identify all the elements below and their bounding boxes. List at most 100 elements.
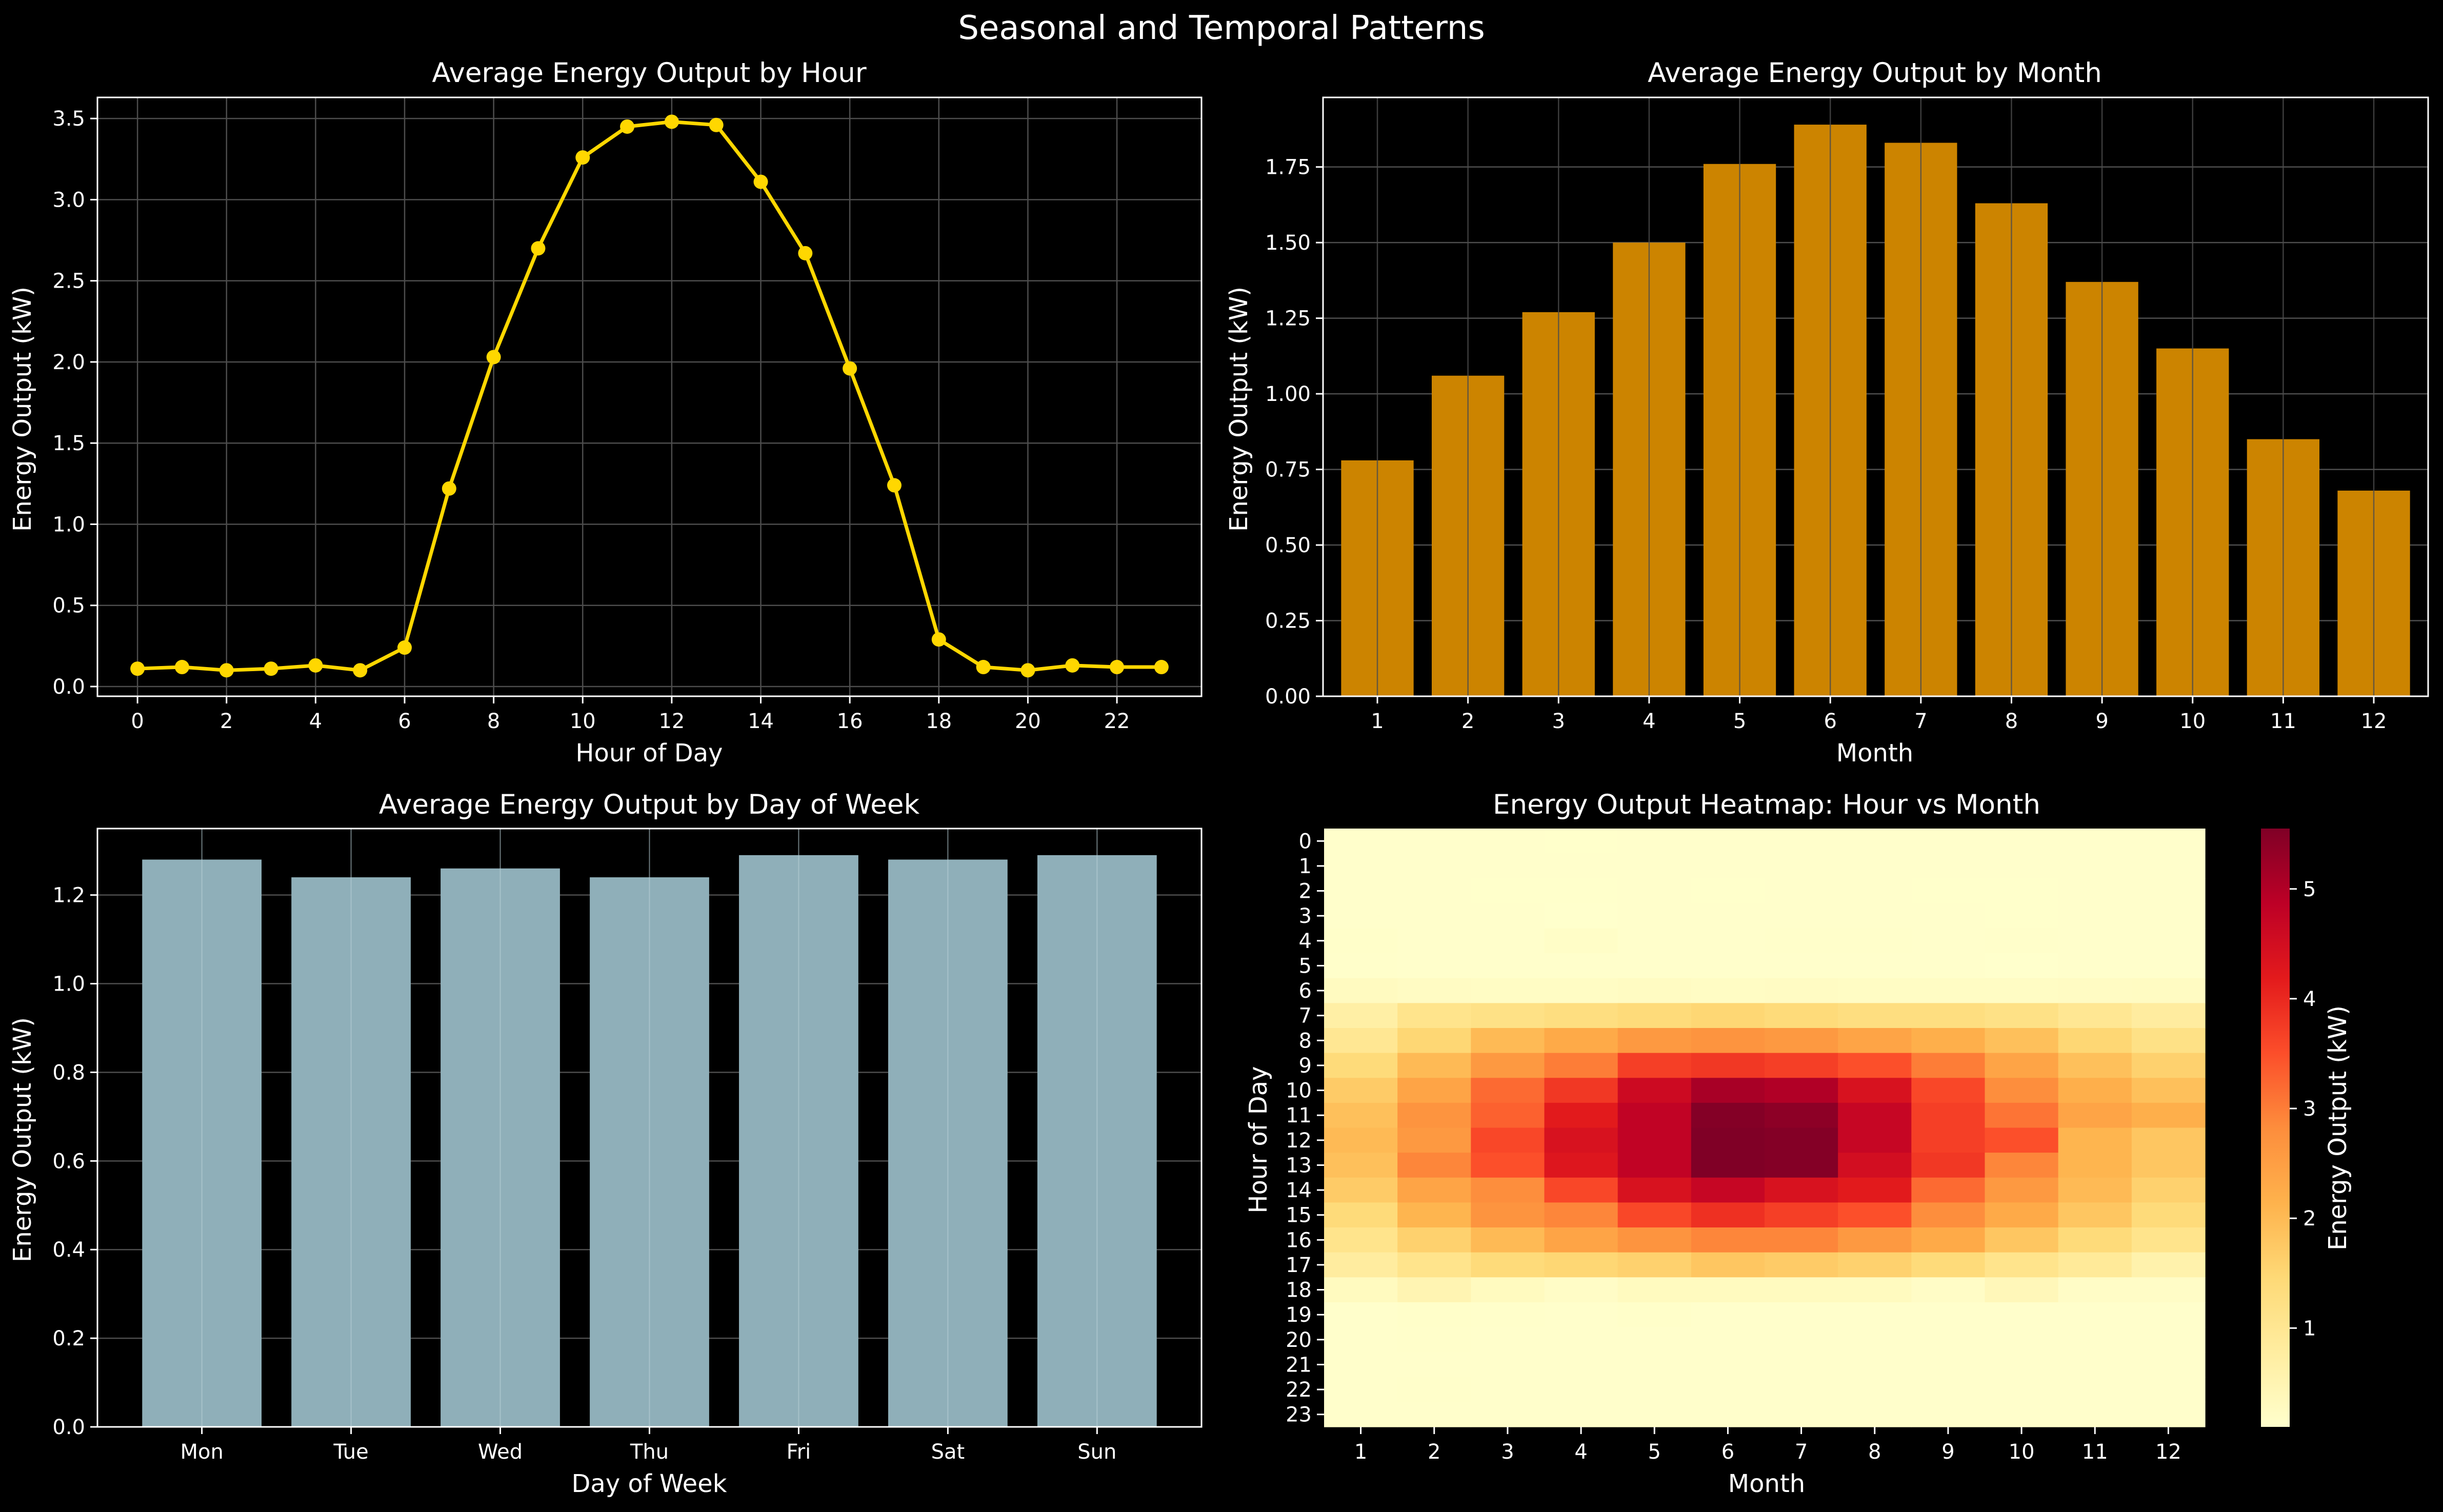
heatmap-cell: [1324, 878, 1398, 904]
heatmap-cell: [1544, 878, 1618, 904]
heatmap-cell: [1838, 978, 1912, 1003]
heatmap-cell: [2131, 928, 2206, 954]
weekday-tick-label-y: 0.6: [52, 1150, 85, 1173]
heatmap-cell: [1324, 1028, 1398, 1054]
heatmap-cell: [1544, 953, 1618, 979]
heatmap-cell: [1324, 1402, 1398, 1427]
heatmap-tick-label-x: 12: [2155, 1440, 2181, 1464]
heatmap-cell: [1471, 1177, 1545, 1203]
heatmap-cell: [1324, 1227, 1398, 1253]
heatmap-cell: [2131, 878, 2206, 904]
heatmap-cell: [1911, 978, 1986, 1003]
heatmap-cell: [1324, 1078, 1398, 1103]
heatmap-cell: [1691, 978, 1765, 1003]
heatmap-cell: [2131, 1153, 2206, 1178]
heatmap-cell: [1397, 1352, 1471, 1378]
heatmap-cell: [1397, 953, 1471, 979]
heatmap-cell: [1617, 928, 1692, 954]
heatmap-cell: [2131, 1078, 2206, 1103]
heatmap-cell: [2131, 853, 2206, 879]
weekday-chart-title: Average Energy Output by Day of Week: [379, 789, 920, 820]
heatmap-cell: [1471, 978, 1545, 1003]
hourly-data-point: [709, 117, 724, 132]
hourly-data-point: [753, 174, 768, 189]
weekday-bar-chart: Average Energy Output by Day of Week Day…: [8, 789, 1203, 1498]
heatmap-cell: [1985, 1127, 2059, 1153]
heatmap-cell: [1324, 1277, 1398, 1303]
heatmap-cell: [2058, 1003, 2132, 1029]
heatmap-cell: [1324, 1102, 1398, 1128]
heatmap-cell: [1544, 1177, 1618, 1203]
monthly-tick-label-y: 0.75: [1265, 458, 1311, 482]
heatmap-cell: [1617, 1227, 1692, 1253]
heatmap-tick-label-y: 13: [1286, 1154, 1312, 1177]
heatmap-cell: [1985, 1053, 2059, 1078]
heatmap-tick-label-y: 23: [1286, 1403, 1312, 1427]
hourly-tick-label-y: 1.0: [52, 513, 85, 536]
heatmap-cell: [1911, 1327, 1986, 1353]
heatmap-cell: [1471, 1252, 1545, 1278]
heatmap-cell: [1397, 928, 1471, 954]
heatmap-cell: [1985, 1202, 2059, 1228]
heatmap-cell: [2058, 853, 2132, 879]
colorbar-tick-label: 1: [2303, 1317, 2316, 1340]
hourly-chart-ylabel: Energy Output (kW): [8, 287, 37, 532]
weekday-tick-label-x: Mon: [180, 1440, 223, 1464]
heatmap-cell: [1617, 1377, 1692, 1402]
heatmap-tick-label-y: 12: [1286, 1129, 1312, 1153]
heatmap-tick-label-y: 2: [1299, 880, 1312, 903]
heatmap-cell: [1397, 978, 1471, 1003]
heatmap-cell: [1544, 1302, 1618, 1328]
heatmap-cell: [2058, 978, 2132, 1003]
heatmap-cell: [1765, 1177, 1838, 1203]
heatmap-cell: [1765, 1003, 1838, 1029]
heatmap-cell: [1324, 1202, 1398, 1228]
heatmap-cell: [1691, 1153, 1765, 1178]
heatmap-cell: [1617, 1352, 1692, 1378]
heatmap-cell: [1544, 829, 1618, 854]
heatmap-tick-label-y: 6: [1299, 979, 1312, 1003]
monthly-tick-label-y: 1.50: [1265, 231, 1311, 255]
hourly-tick-label-y: 2.5: [52, 270, 85, 293]
heatmap-cell: [1471, 1327, 1545, 1353]
heatmap-cell: [1765, 1127, 1838, 1153]
heatmap-cell: [1471, 1003, 1545, 1029]
monthly-chart-xlabel: Month: [1836, 739, 1913, 768]
heatmap-tick-label-y: 9: [1299, 1054, 1312, 1078]
hourly-data-point: [575, 150, 590, 165]
heatmap-cell: [1691, 1127, 1765, 1153]
monthly-tick-label-x: 10: [2179, 710, 2206, 733]
heatmap-cell: [1911, 1352, 1986, 1378]
heatmap-cell: [1324, 1327, 1398, 1353]
heatmap-tick-label-x: 9: [1941, 1440, 1954, 1464]
hourly-tick-label-x: 16: [837, 710, 863, 733]
heatmap-cell: [1397, 1277, 1471, 1303]
heatmap-cell: [1691, 1078, 1765, 1103]
heatmap-cell: [1617, 853, 1692, 879]
heatmap-cell: [1911, 1177, 1986, 1203]
heatmap-cell: [2131, 978, 2206, 1003]
heatmap-cell: [1471, 1202, 1545, 1228]
heatmap-cell: [2058, 1153, 2132, 1178]
heatmap-cell: [1765, 1102, 1838, 1128]
heatmap-cell: [2058, 1302, 2132, 1328]
heatmap-cell: [2058, 1252, 2132, 1278]
monthly-tick-label-y: 0.25: [1265, 610, 1311, 633]
heatmap-cell: [1911, 1028, 1986, 1054]
heatmap-cell: [1765, 1327, 1838, 1353]
hourly-tick-label-x: 18: [926, 710, 952, 733]
heatmap-cell: [1617, 1078, 1692, 1103]
heatmap-cell: [2058, 1352, 2132, 1378]
hourly-data-point: [531, 241, 546, 256]
heatmap-cell: [1544, 1327, 1618, 1353]
monthly-tick-label-x: 2: [1461, 710, 1474, 733]
heatmap-cell: [2058, 1102, 2132, 1128]
heatmap-cell: [2058, 1377, 2132, 1402]
heatmap-cell: [1397, 1252, 1471, 1278]
monthly-tick-label-x: 4: [1643, 710, 1655, 733]
heatmap-cell: [2058, 1227, 2132, 1253]
hourly-tick-label-y: 3.5: [52, 107, 85, 131]
heatmap-cell: [2058, 903, 2132, 929]
heatmap-tick-label-y: 4: [1299, 930, 1312, 953]
heatmap-cell: [1617, 1177, 1692, 1203]
